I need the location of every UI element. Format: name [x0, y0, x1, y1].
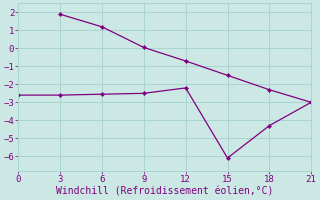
X-axis label: Windchill (Refroidissement éolien,°C): Windchill (Refroidissement éolien,°C) [56, 187, 274, 197]
